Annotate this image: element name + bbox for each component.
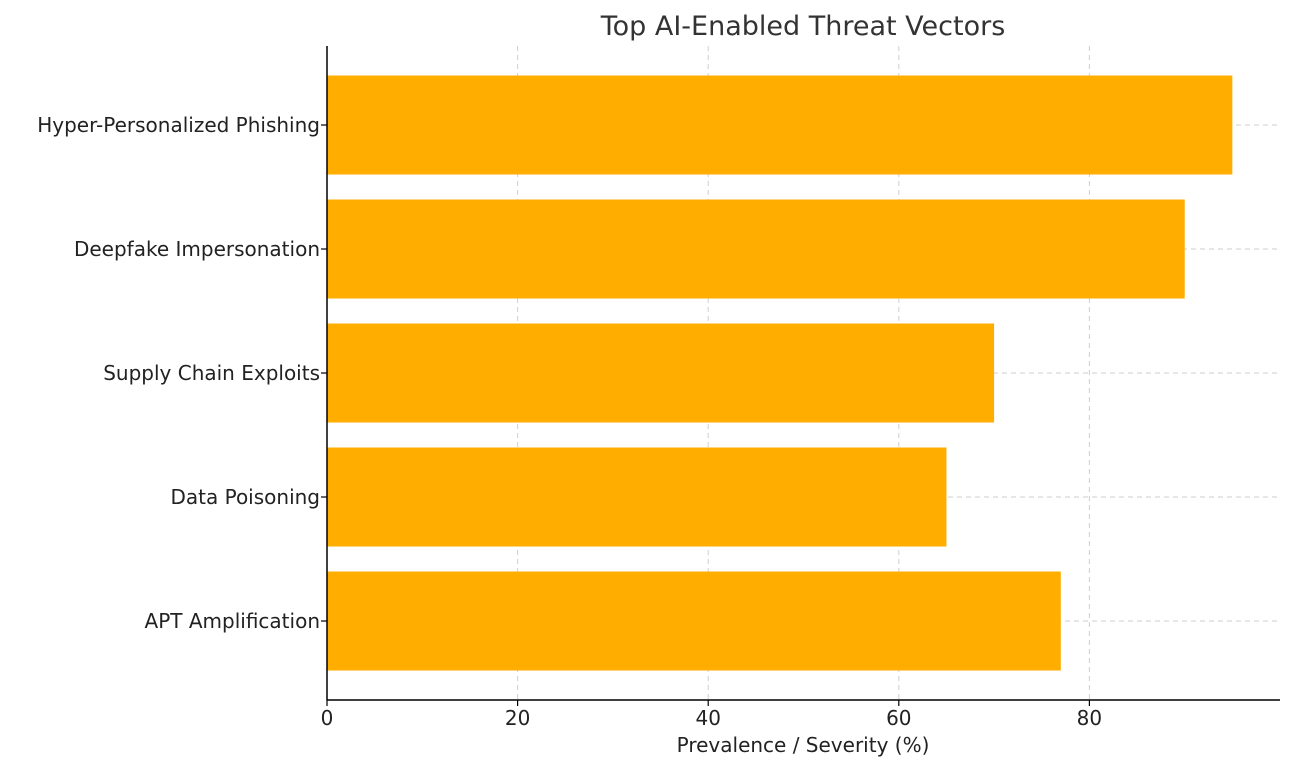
x-tick-label: 40: [695, 706, 720, 730]
bar: [327, 447, 947, 547]
axes: [321, 46, 1280, 706]
x-tick-label: 0: [321, 706, 334, 730]
bar: [327, 199, 1185, 299]
category-label: APT Amplification: [145, 609, 320, 633]
category-label: Deepfake Impersonation: [74, 237, 320, 261]
x-tick-label: 20: [505, 706, 530, 730]
bar: [327, 75, 1233, 175]
category-label: Hyper-Personalized Phishing: [37, 113, 320, 137]
x-tick-labels: 0 20 40 60 80: [321, 706, 1102, 730]
category-labels: Hyper-Personalized Phishing Deepfake Impe…: [37, 113, 320, 633]
bars: [327, 75, 1233, 671]
chart-title: Top AI-Enabled Threat Vectors: [600, 11, 1006, 42]
bar: [327, 323, 995, 423]
x-tick-label: 80: [1077, 706, 1102, 730]
category-label: Data Poisoning: [170, 485, 320, 509]
x-tick-label: 60: [886, 706, 911, 730]
bar: [327, 571, 1061, 671]
x-axis-title: Prevalence / Severity (%): [677, 733, 930, 757]
category-label: Supply Chain Exploits: [103, 361, 320, 385]
